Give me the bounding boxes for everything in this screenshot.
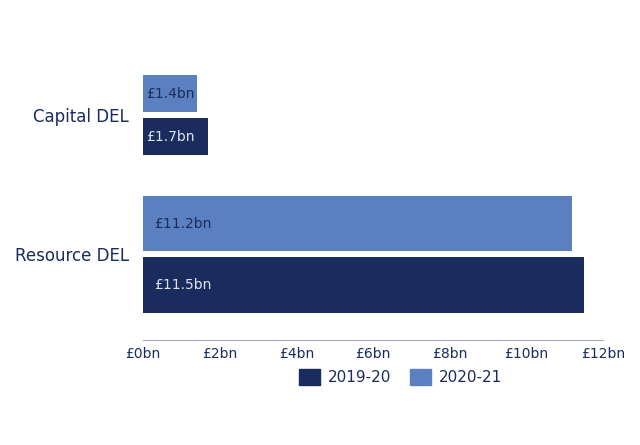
Legend: 2019-20, 2020-21: 2019-20, 2020-21	[293, 363, 508, 391]
Text: £1.7bn: £1.7bn	[146, 129, 195, 144]
Bar	[143, 75, 196, 112]
Text: £1.4bn: £1.4bn	[146, 87, 195, 101]
Bar	[143, 196, 572, 251]
Bar	[143, 118, 208, 155]
Text: £11.2bn: £11.2bn	[154, 217, 212, 231]
Bar	[143, 257, 584, 312]
Text: £11.5bn: £11.5bn	[154, 278, 212, 292]
